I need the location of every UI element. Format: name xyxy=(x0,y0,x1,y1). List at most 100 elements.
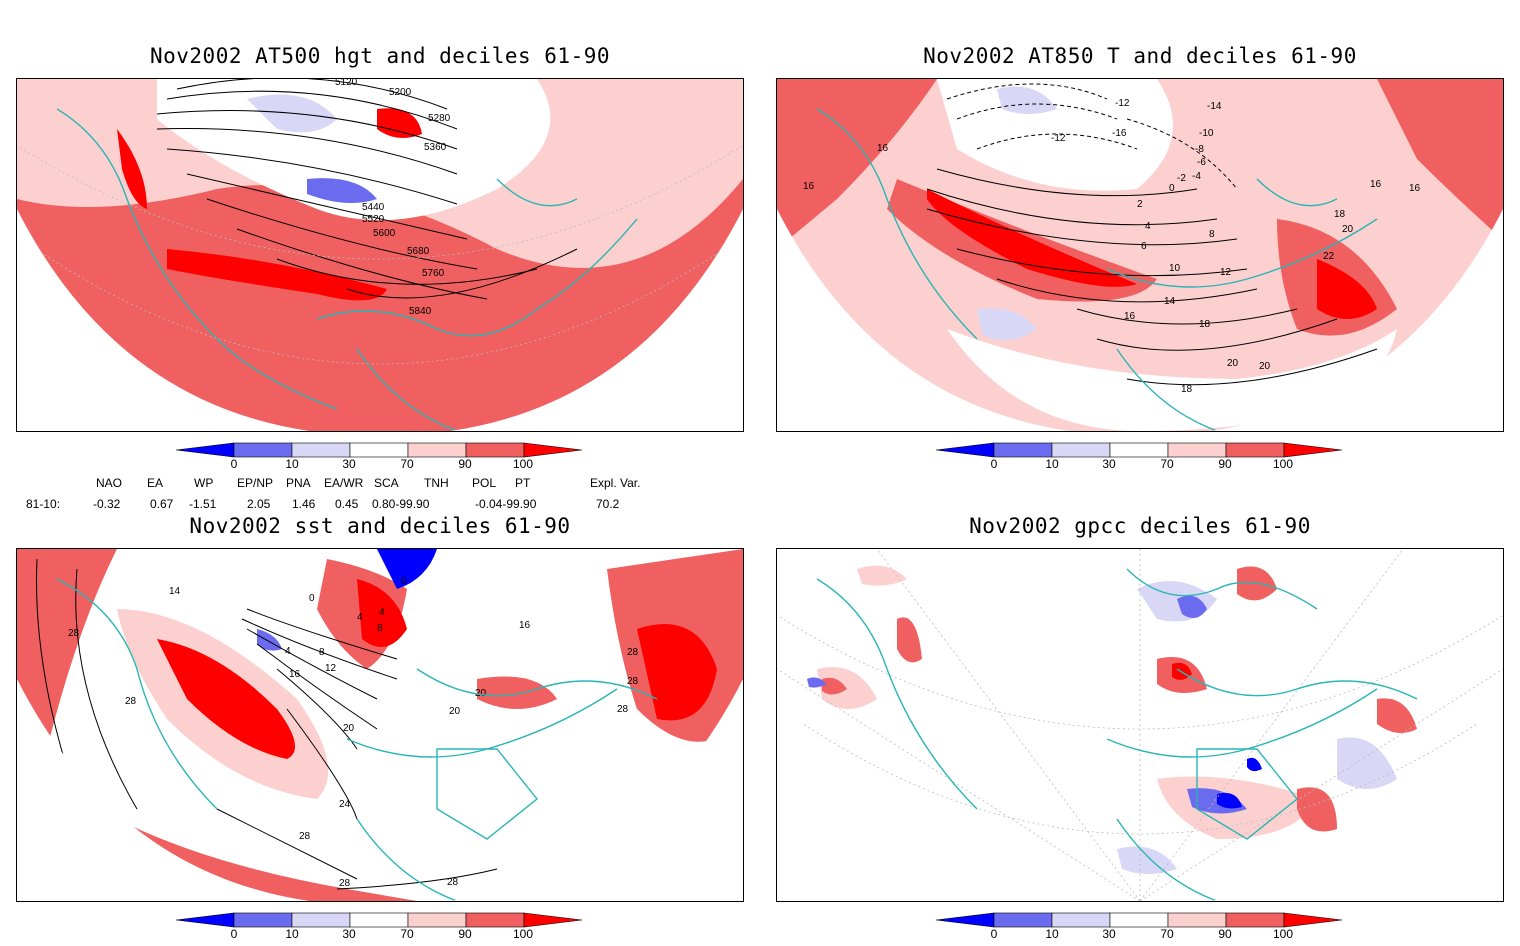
hemisphere-mask-left xyxy=(777,678,1071,901)
colorbar-gpcc: 0 10 30 70 90 100 xyxy=(936,910,1356,946)
temperature-contours xyxy=(926,83,1378,386)
colorbar-sst: 0 10 30 70 90 100 xyxy=(176,910,596,946)
colorbar-segment xyxy=(407,442,467,458)
map-hgt500: 5120 5200 5280 5360 5440 5520 5600 5680 … xyxy=(17,79,743,431)
colorbar-arrow-high xyxy=(523,442,583,458)
index-name: PNA xyxy=(286,476,311,490)
precip-deciles xyxy=(807,565,1417,874)
colorbar-tick: 70 xyxy=(400,927,414,941)
deciles-max-se xyxy=(1317,259,1377,319)
contour-label: 20 xyxy=(343,723,355,734)
contour-label: 16 xyxy=(803,181,815,192)
colorbar-segment xyxy=(465,912,525,928)
contour-label: 14 xyxy=(169,586,181,597)
hemisphere-mask-right xyxy=(1209,208,1503,431)
contour-label: 16 xyxy=(519,620,531,631)
contour-label: 4 xyxy=(1145,221,1151,232)
deciles-max-west xyxy=(117,129,147,209)
contour-label: 5360 xyxy=(424,142,447,153)
contour-label: 20 xyxy=(1259,361,1271,372)
contour-label: 24 xyxy=(339,799,351,810)
colorbar-segment xyxy=(1051,912,1111,928)
colorbar-segment xyxy=(291,442,351,458)
colorbar-graphic xyxy=(936,442,1343,458)
contour-label: 6 xyxy=(1141,241,1147,252)
contour-label: 5440 xyxy=(362,202,385,213)
colorbar-tick: 0 xyxy=(990,927,998,941)
contour-label: 16 xyxy=(877,143,889,154)
contour-label: 22 xyxy=(1323,251,1335,262)
index-name: EA/WR xyxy=(324,476,364,490)
map-panel-hgt500: 5120 5200 5280 5360 5440 5520 5600 5680 … xyxy=(16,78,744,432)
contour-label: 5600 xyxy=(373,228,396,239)
deciles-max-east xyxy=(637,624,717,721)
contour-label: 20 xyxy=(1227,358,1239,369)
contour-label: -12 xyxy=(1115,98,1130,109)
index-value: 70.2 xyxy=(596,497,620,511)
contour-label: -6 xyxy=(1197,157,1206,168)
colorbar-tick: 30 xyxy=(1102,457,1116,471)
contour-label: -16 xyxy=(1112,128,1127,139)
colorbar-arrow-low xyxy=(936,442,995,458)
map-sst: 0 14 28 28 4 8 12 16 20 24 28 28 28 4 8 … xyxy=(17,549,743,901)
colorbar-arrow-high xyxy=(1283,442,1343,458)
colorbar-tick: 10 xyxy=(285,457,299,471)
contour-label: 14 xyxy=(1164,296,1176,307)
colorbar-segment xyxy=(1167,912,1227,928)
graticule xyxy=(17,144,743,365)
contour-label: -2 xyxy=(1177,173,1186,184)
contour-labels: 0 14 28 28 4 8 12 16 20 24 28 28 28 4 8 … xyxy=(68,576,639,889)
index-value: 2.05 xyxy=(247,497,271,511)
deciles-normal xyxy=(157,79,551,221)
colorbar-segment xyxy=(233,442,293,458)
deciles-max-band xyxy=(167,249,387,301)
colorbar-segment xyxy=(349,912,409,928)
deciles-low xyxy=(307,178,377,203)
index-name: PT xyxy=(515,476,531,490)
contour-label: 12 xyxy=(1220,267,1232,278)
colorbar-tick: 90 xyxy=(1218,457,1232,471)
contour-label: 4 xyxy=(285,646,291,657)
contour-label: -4 xyxy=(1192,171,1201,182)
index-value: 0.67 xyxy=(150,497,174,511)
contour-labels: -12 -14 -10 -8 -6 -4 -16 -12 -2 0 2 4 6 … xyxy=(803,98,1421,395)
colorbar-tick: 0 xyxy=(230,457,238,471)
map-panel-sst: 0 14 28 28 4 8 12 16 20 24 28 28 28 4 8 … xyxy=(16,548,744,902)
contour-label: 0 xyxy=(1169,183,1175,194)
contour-label: 28 xyxy=(299,831,311,842)
contour-label: 5840 xyxy=(409,306,432,317)
contour-label: 5120 xyxy=(335,79,358,88)
index-value: -0.04-99.90 xyxy=(475,497,537,511)
contour-label: 0 xyxy=(309,593,315,604)
colorbar-tick: 70 xyxy=(1160,927,1174,941)
contour-label: 5520 xyxy=(362,214,385,225)
contour-label: 16 xyxy=(1409,183,1421,194)
contour-label: 5760 xyxy=(422,268,445,279)
index-name: Expl. Var. xyxy=(590,476,641,490)
index-row-label: 81-10: xyxy=(26,497,61,511)
deciles-normal xyxy=(937,79,1173,191)
deciles-max-north xyxy=(357,579,407,647)
contour-label: 5280 xyxy=(428,113,451,124)
index-name: POL xyxy=(472,476,497,490)
deciles-max-west xyxy=(157,639,295,759)
contour-label: 4 xyxy=(379,607,385,618)
colorbar-t850: 0 10 30 70 90 100 xyxy=(936,440,1356,476)
index-value: -0.32 xyxy=(93,497,121,511)
deciles-normal-south xyxy=(947,329,1397,431)
hemisphere-mask-left xyxy=(17,208,311,431)
colorbar-segment xyxy=(993,442,1053,458)
contour-label: 12 xyxy=(325,663,337,674)
contour-label: 28 xyxy=(627,676,639,687)
panel-title-t850: Nov2002 AT850 T and deciles 61-90 xyxy=(923,44,1357,68)
contour-label: 8 xyxy=(1209,229,1215,240)
contour-label: 18 xyxy=(1199,319,1211,330)
colorbar-graphic xyxy=(176,442,583,458)
coastlines xyxy=(56,578,658,901)
index-name: TNH xyxy=(424,476,449,490)
colorbar-arrow-low xyxy=(936,912,995,928)
contour-label: 28 xyxy=(617,704,629,715)
colorbar-segment xyxy=(1225,912,1285,928)
contour-label: -14 xyxy=(1207,101,1222,112)
deciles-high-west xyxy=(17,549,117,779)
